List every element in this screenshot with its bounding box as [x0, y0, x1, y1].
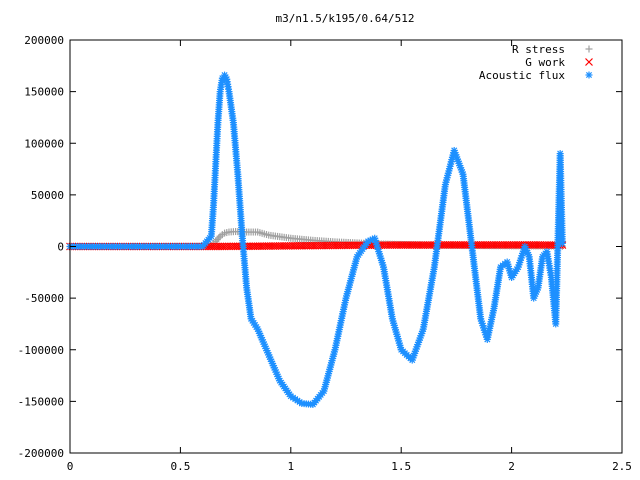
y-tick-label: 50000 [31, 189, 64, 202]
x-tick-label: 0 [67, 460, 74, 473]
series-layer [66, 71, 567, 408]
legend-label: G work [525, 56, 565, 69]
y-tick-label: -150000 [18, 395, 64, 408]
x-tick-label: 2.5 [612, 460, 632, 473]
legend-marker [585, 58, 593, 66]
x-tick-label: 1.5 [391, 460, 411, 473]
data-point [558, 239, 566, 247]
x-axis-ticks: 0 0.5 1 1.5 2 2.5 [67, 40, 632, 473]
y-tick-label: 100000 [24, 137, 64, 150]
chart-title: m3/n1.5/k195/0.64/512 [275, 12, 414, 25]
x-tick-label: 0.5 [170, 460, 190, 473]
legend-label: Acoustic flux [479, 69, 565, 82]
y-tick-label: 0 [57, 241, 64, 254]
x-tick-label: 1 [287, 460, 294, 473]
legend-label: R stress [512, 43, 565, 56]
y-axis-ticks: 200000 150000 100000 50000 0 -50000 -100000 -15… [18, 34, 622, 460]
series-star-group [66, 71, 566, 408]
y-tick-label: -200000 [18, 447, 64, 460]
series-marker [213, 236, 221, 244]
legend-marker [585, 71, 593, 79]
legend-marker [585, 45, 593, 53]
x-tick-label: 2 [508, 460, 515, 473]
y-tick-label: -50000 [24, 292, 64, 305]
y-tick-label: 200000 [24, 34, 64, 47]
y-tick-label: 150000 [24, 86, 64, 99]
y-tick-label: -100000 [18, 344, 64, 357]
series-marker [215, 234, 223, 242]
